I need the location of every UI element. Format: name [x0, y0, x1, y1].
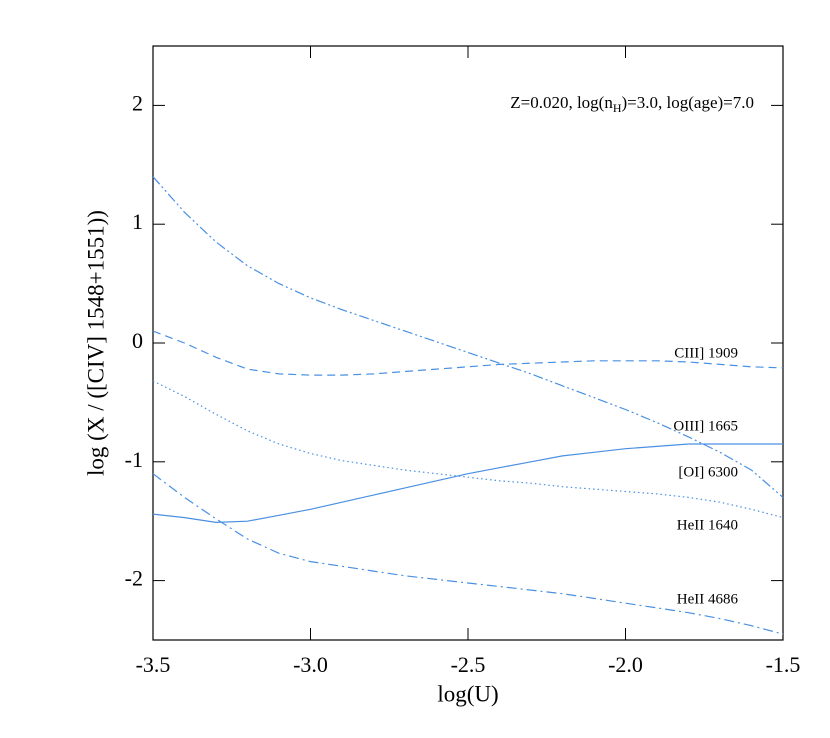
- series-label: CIII] 1909: [674, 345, 738, 361]
- x-tick-label: -3.5: [136, 652, 171, 677]
- y-axis-label: log (X / ([CIV] 1548+1551)): [83, 210, 108, 476]
- series-label: OIII] 1665: [673, 418, 738, 434]
- series-label: HeII 4686: [677, 591, 739, 607]
- y-tick-label: 2: [132, 90, 143, 115]
- x-tick-label: -3.0: [293, 652, 328, 677]
- series-line: [152, 176, 784, 498]
- series-label: HeII 1640: [677, 517, 738, 533]
- y-tick-label: 0: [132, 328, 143, 353]
- series-line: [152, 443, 783, 524]
- x-tick-label: -1.5: [766, 652, 801, 677]
- annotation-subscript: H: [613, 101, 622, 115]
- annotation-part: )=3.0, log(age)=7.0: [622, 93, 754, 112]
- series-label: [OI] 6300: [678, 464, 738, 480]
- y-tick-label: -2: [125, 566, 143, 591]
- x-tick-label: -2.0: [608, 652, 643, 677]
- annotation: Z=0.020, log(nH)=3.0, log(age)=7.0: [510, 93, 754, 115]
- plot-frame: [152, 45, 784, 641]
- series-line: [152, 380, 784, 519]
- series-line: [152, 330, 784, 376]
- series-line: [152, 473, 784, 635]
- x-axis-label: log(U): [437, 681, 498, 706]
- y-tick-label: 1: [132, 209, 143, 234]
- x-tick-label: -2.5: [451, 652, 486, 677]
- y-tick-label: -1: [125, 447, 143, 472]
- annotation-part: Z=0.020, log(n: [510, 93, 613, 112]
